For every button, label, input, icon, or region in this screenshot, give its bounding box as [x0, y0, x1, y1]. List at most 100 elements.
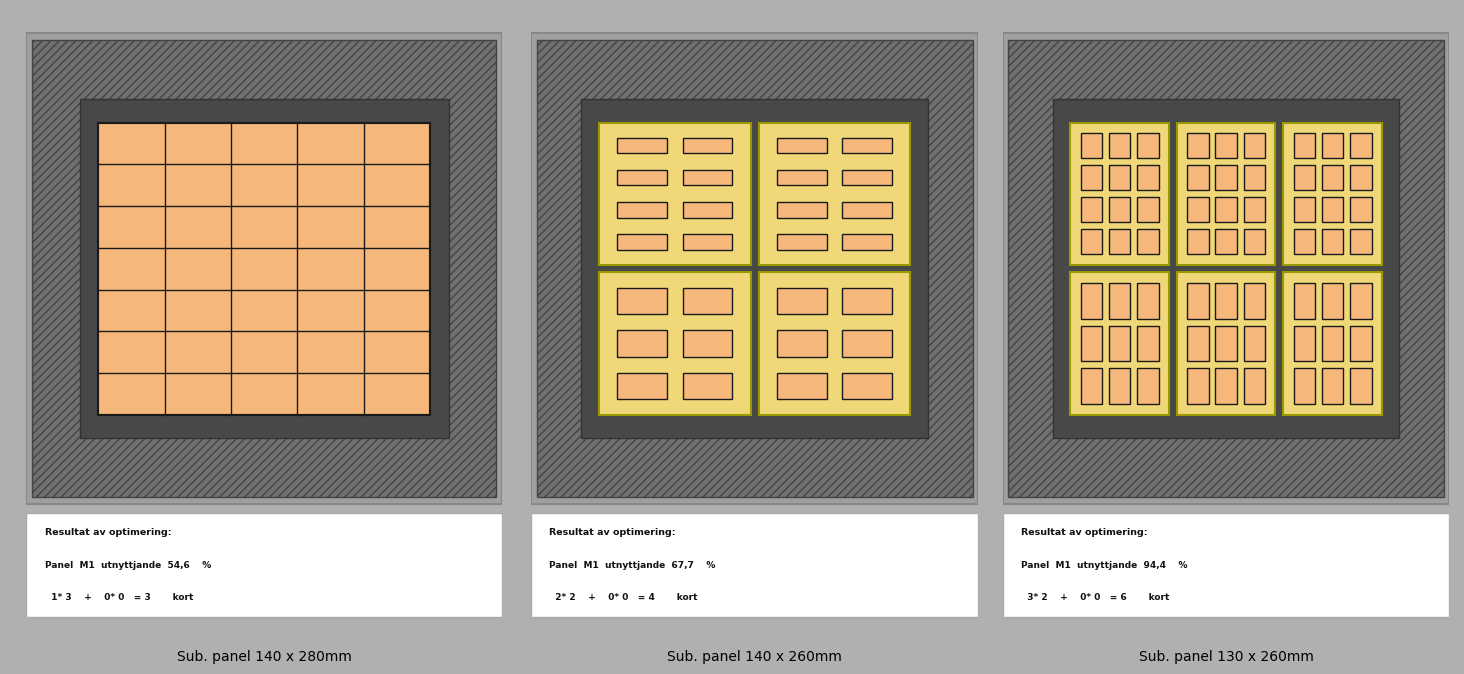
Bar: [1080, 197, 1102, 222]
Bar: [842, 234, 892, 249]
Bar: [758, 272, 911, 415]
Bar: [1322, 165, 1344, 190]
Bar: [599, 123, 751, 265]
Bar: [1243, 229, 1265, 254]
Bar: [1070, 272, 1168, 415]
Bar: [1080, 133, 1102, 158]
Bar: [1070, 123, 1168, 265]
Bar: [1108, 197, 1130, 222]
Bar: [777, 373, 827, 399]
Bar: [1322, 369, 1344, 404]
Bar: [1350, 283, 1372, 319]
Bar: [531, 33, 978, 504]
Bar: [1350, 229, 1372, 254]
Bar: [1080, 326, 1102, 361]
Bar: [599, 272, 751, 415]
Bar: [1350, 165, 1372, 190]
Text: Resultat av optimering:: Resultat av optimering:: [1020, 528, 1148, 537]
Bar: [1215, 229, 1237, 254]
Bar: [682, 373, 732, 399]
Bar: [1243, 369, 1265, 404]
Bar: [581, 99, 928, 438]
Bar: [618, 202, 668, 218]
Bar: [1350, 369, 1372, 404]
Bar: [618, 234, 668, 249]
Bar: [1138, 326, 1158, 361]
Bar: [618, 330, 668, 357]
Bar: [1294, 197, 1315, 222]
Text: Resultat av optimering:: Resultat av optimering:: [45, 528, 171, 537]
Bar: [682, 330, 732, 357]
Bar: [1243, 326, 1265, 361]
Bar: [1108, 369, 1130, 404]
Bar: [1215, 283, 1237, 319]
Bar: [1294, 229, 1315, 254]
Bar: [758, 123, 911, 265]
Bar: [1108, 133, 1130, 158]
Bar: [777, 138, 827, 154]
Bar: [842, 288, 892, 314]
Text: 1* 3    +    0* 0   = 3       kort: 1* 3 + 0* 0 = 3 kort: [45, 593, 193, 603]
Bar: [1243, 283, 1265, 319]
Bar: [842, 330, 892, 357]
Bar: [842, 138, 892, 154]
Bar: [1322, 133, 1344, 158]
Bar: [98, 123, 430, 415]
Bar: [842, 202, 892, 218]
Bar: [1215, 326, 1237, 361]
Bar: [79, 99, 449, 438]
Bar: [777, 288, 827, 314]
Bar: [1138, 197, 1158, 222]
Bar: [1003, 514, 1449, 617]
Bar: [26, 514, 502, 617]
Bar: [1003, 33, 1449, 504]
Bar: [1080, 229, 1102, 254]
Bar: [1187, 369, 1209, 404]
Text: 2* 2    +    0* 0   = 4       kort: 2* 2 + 0* 0 = 4 kort: [549, 593, 698, 603]
Bar: [1187, 197, 1209, 222]
Bar: [1294, 283, 1315, 319]
Bar: [777, 234, 827, 249]
Bar: [1108, 283, 1130, 319]
Text: Panel  M1  utnyttjande  54,6    %: Panel M1 utnyttjande 54,6 %: [45, 561, 212, 570]
Bar: [1350, 133, 1372, 158]
Bar: [1294, 133, 1315, 158]
Bar: [1215, 165, 1237, 190]
Bar: [1138, 165, 1158, 190]
Bar: [1187, 133, 1209, 158]
Bar: [682, 234, 732, 249]
Bar: [1080, 369, 1102, 404]
Text: Panel  M1  utnyttjande  67,7    %: Panel M1 utnyttjande 67,7 %: [549, 561, 716, 570]
Text: Sub. panel 140 x 260mm: Sub. panel 140 x 260mm: [668, 650, 842, 664]
Bar: [1080, 165, 1102, 190]
Bar: [1215, 133, 1237, 158]
Text: Resultat av optimering:: Resultat av optimering:: [549, 528, 676, 537]
Bar: [26, 33, 502, 504]
Bar: [1294, 165, 1315, 190]
Bar: [1080, 283, 1102, 319]
Bar: [682, 202, 732, 218]
Bar: [1138, 283, 1158, 319]
Bar: [1294, 369, 1315, 404]
Bar: [1243, 165, 1265, 190]
Bar: [531, 514, 978, 617]
Bar: [1187, 165, 1209, 190]
Bar: [1322, 283, 1344, 319]
Bar: [1243, 197, 1265, 222]
Bar: [1138, 229, 1158, 254]
Bar: [777, 202, 827, 218]
Bar: [618, 138, 668, 154]
Bar: [1108, 326, 1130, 361]
Bar: [537, 40, 972, 497]
Bar: [1322, 229, 1344, 254]
Bar: [618, 288, 668, 314]
Bar: [1243, 133, 1265, 158]
Bar: [777, 330, 827, 357]
Bar: [1294, 326, 1315, 361]
Text: Sub. panel 140 x 280mm: Sub. panel 140 x 280mm: [177, 650, 351, 664]
Bar: [1187, 326, 1209, 361]
Bar: [32, 40, 496, 497]
Bar: [618, 170, 668, 185]
Bar: [1215, 197, 1237, 222]
Bar: [1284, 123, 1382, 265]
